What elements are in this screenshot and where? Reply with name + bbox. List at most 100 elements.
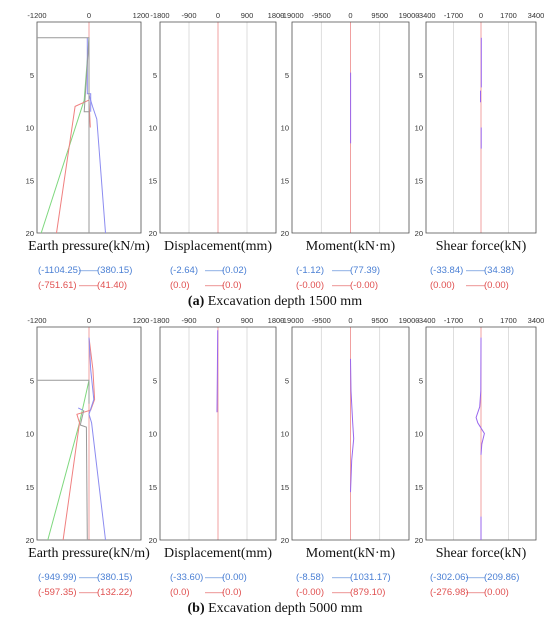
range-blue-min: (-1104.25)	[38, 265, 81, 276]
range-dash: ——	[79, 280, 99, 291]
series-line-purple	[216, 330, 219, 413]
range-blue-min: (-1.12)	[296, 265, 324, 276]
range-dash: ——	[466, 280, 486, 291]
plot-frame	[291, 326, 410, 541]
chart-panel-7: -3400 -1700 0 1700 3400 5 10 15 20 Shear force(kN…	[415, 316, 545, 598]
figure-caption: (a) Excavation depth 1500 mm	[188, 294, 362, 309]
range-blue-min: (-302.06)	[430, 572, 469, 583]
y-tick-label: 5	[419, 376, 423, 385]
range-blue-max: (0.00)	[222, 572, 247, 583]
range-red-min: (-0.00)	[296, 280, 324, 291]
y-tick-label: 10	[149, 124, 157, 133]
x-tick-label: 1200	[133, 316, 150, 325]
series-line-blue	[88, 337, 106, 541]
caption-letter: (a)	[188, 294, 205, 309]
x-axis-label: Displacement(mm)	[164, 239, 272, 254]
y-tick-label: 5	[285, 376, 289, 385]
range-red-min: (-276.98)	[430, 587, 469, 598]
range-red-max: (0.00)	[484, 280, 509, 291]
x-tick-label: -1700	[444, 316, 463, 325]
y-tick-label: 10	[149, 430, 157, 439]
plot-frame	[291, 21, 410, 234]
y-tick-label: 5	[419, 71, 423, 80]
range-red-min: (-597.35)	[38, 587, 77, 598]
x-axis-label: Moment(kN·m)	[306, 546, 396, 561]
x-tick-label: 1700	[500, 316, 517, 325]
y-tick-label: 20	[26, 536, 34, 545]
x-tick-label: -1800	[150, 11, 169, 20]
range-dash: ——	[466, 587, 486, 598]
chart-panel-2: -19000 -9500 0 9500 19000 5 10 15 20 Moment(kN·m)…	[280, 11, 419, 291]
range-dash: ——	[332, 587, 352, 598]
y-tick-label: 15	[149, 176, 157, 185]
y-tick-label: 15	[281, 483, 289, 492]
range-dash: ——	[205, 587, 225, 598]
y-tick-label: 20	[415, 229, 423, 238]
x-axis-label: Earth pressure(kN/m)	[28, 546, 150, 561]
caption-letter: (b)	[188, 601, 205, 616]
x-tick-label: -3400	[416, 316, 435, 325]
x-tick-label: 3400	[528, 11, 545, 20]
x-tick-label: 0	[87, 11, 91, 20]
x-tick-label: 900	[241, 316, 254, 325]
y-tick-label: 15	[149, 483, 157, 492]
y-tick-label: 20	[281, 536, 289, 545]
range-red-max: (132.22)	[97, 587, 132, 598]
range-blue-max: (209.86)	[484, 572, 519, 583]
x-tick-label: 19000	[399, 316, 420, 325]
range-red-max: (0.00)	[484, 587, 509, 598]
range-dash: ——	[205, 280, 225, 291]
series-line-gray	[37, 37, 90, 113]
x-tick-label: 0	[479, 11, 483, 20]
x-axis-label: Shear force(kN)	[436, 546, 527, 561]
x-tick-label: 9500	[371, 316, 388, 325]
x-tick-label: 0	[348, 11, 352, 20]
y-tick-label: 10	[415, 124, 423, 133]
range-dash: ——	[332, 572, 352, 583]
x-tick-label: 0	[87, 316, 91, 325]
x-tick-label: -1200	[27, 11, 46, 20]
y-tick-label: 15	[281, 176, 289, 185]
caption-text: Excavation depth 5000 mm	[205, 601, 363, 616]
y-tick-label: 20	[149, 229, 157, 238]
x-tick-label: -1200	[27, 316, 46, 325]
x-axis-label: Moment(kN·m)	[306, 239, 396, 254]
y-tick-label: 20	[281, 229, 289, 238]
series-line-blue	[88, 94, 106, 234]
range-dash: ——	[466, 265, 486, 276]
chart-panel-5: -1800 -900 0 900 1800 5 10 15 20 Displacement(mm)…	[149, 316, 285, 598]
x-tick-label: -1700	[444, 11, 463, 20]
x-tick-label: -900	[181, 11, 196, 20]
y-tick-label: 15	[415, 176, 423, 185]
x-tick-label: -1800	[150, 316, 169, 325]
x-axis-label: Earth pressure(kN/m)	[28, 239, 150, 254]
y-tick-label: 20	[149, 536, 157, 545]
range-blue-max: (77.39)	[350, 265, 380, 276]
range-red-max: (41.40)	[97, 280, 127, 291]
plot-frame	[159, 326, 277, 541]
y-tick-label: 5	[30, 71, 34, 80]
range-red-min: (-0.00)	[296, 587, 324, 598]
y-tick-label: 10	[415, 430, 423, 439]
y-tick-label: 5	[285, 71, 289, 80]
y-tick-label: 15	[26, 483, 34, 492]
series-line-green	[40, 37, 90, 234]
x-axis-label: Displacement(mm)	[164, 546, 272, 561]
x-tick-label: -9500	[312, 316, 331, 325]
range-blue-max: (0.02)	[222, 265, 247, 276]
series-line-purple	[350, 358, 355, 493]
range-dash: ——	[332, 265, 352, 276]
x-tick-label: 900	[241, 11, 254, 20]
plot-frame	[159, 21, 277, 234]
plot-frame	[425, 21, 537, 234]
series-line-blue	[77, 407, 83, 411]
range-dash: ——	[205, 265, 225, 276]
range-red-min: (-751.61)	[38, 280, 77, 291]
y-tick-label: 20	[415, 536, 423, 545]
y-tick-label: 10	[281, 124, 289, 133]
range-red-max: (0.0)	[222, 280, 242, 291]
x-tick-label: 19000	[399, 11, 420, 20]
y-tick-label: 20	[26, 229, 34, 238]
range-red-max: (0.0)	[222, 587, 242, 598]
y-tick-label: 10	[26, 430, 34, 439]
